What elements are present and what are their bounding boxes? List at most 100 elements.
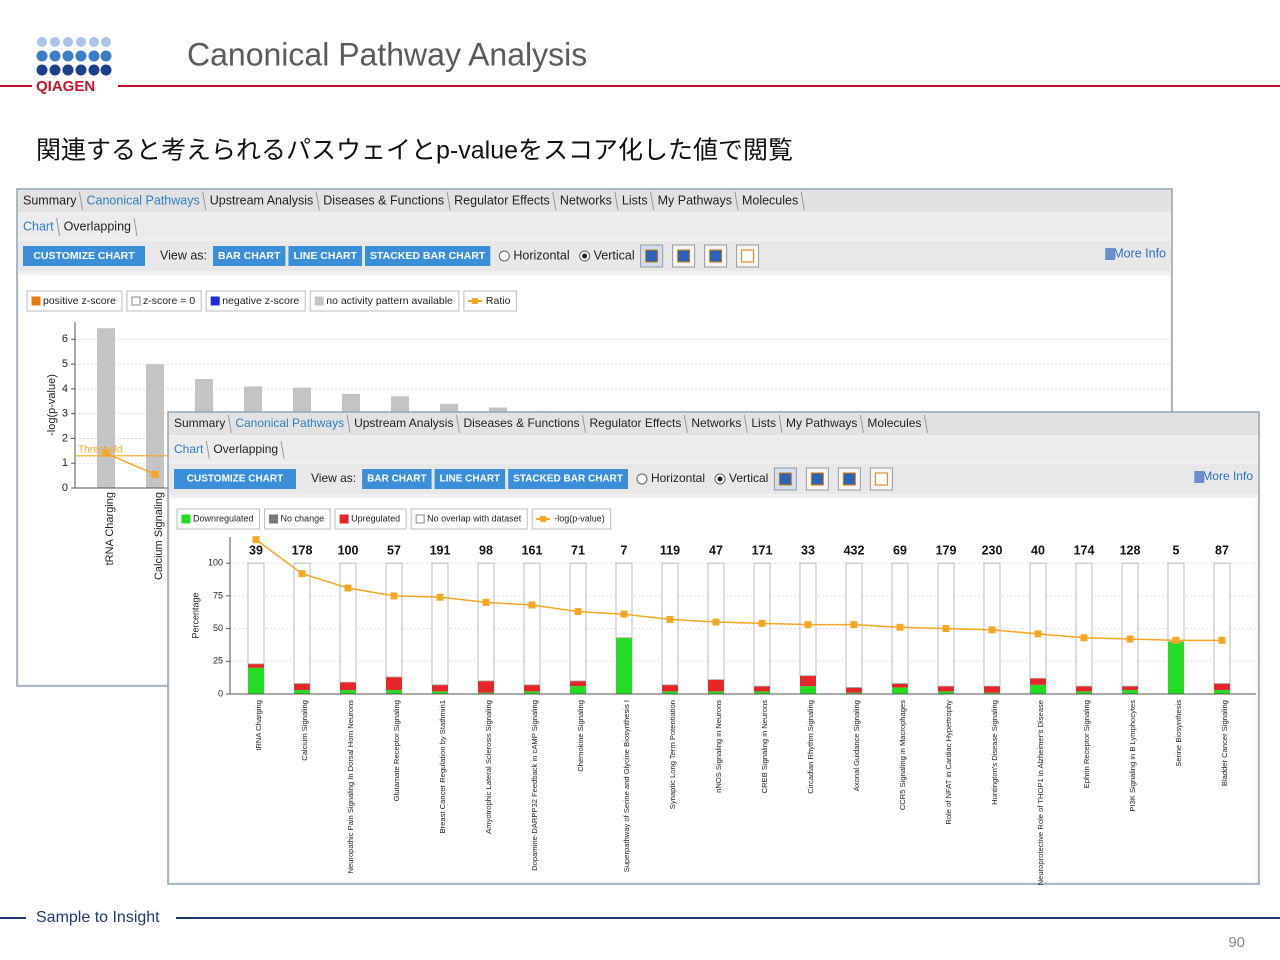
tab[interactable]: Upstream Analysis xyxy=(210,193,314,207)
line-point xyxy=(528,601,536,609)
legend-label: z-score = 0 xyxy=(143,295,195,307)
legend-label: Upregulated xyxy=(351,513,400,523)
tab[interactable]: Summary xyxy=(174,416,225,430)
tab-separator xyxy=(552,191,557,211)
view-button-label[interactable]: BAR CHART xyxy=(367,474,426,485)
view-button[interactable] xyxy=(288,246,363,266)
slide-title: Canonical Pathway Analysis xyxy=(187,36,587,72)
tab[interactable]: Diseases & Functions xyxy=(463,416,579,430)
tab-separator xyxy=(446,191,451,211)
tab[interactable]: Overlapping xyxy=(213,442,278,456)
bar-segment xyxy=(478,680,494,693)
radio-label[interactable]: Vertical xyxy=(729,471,768,485)
bar-segment xyxy=(432,691,448,694)
logo-dots xyxy=(36,37,112,76)
tab-separator xyxy=(280,440,285,460)
tab[interactable]: Molecules xyxy=(867,416,921,430)
count-label: 230 xyxy=(982,543,1003,557)
x-tick-label: tRNA Charging xyxy=(254,700,263,751)
threshold-label: Threshold xyxy=(78,444,122,455)
tab-separator xyxy=(614,191,619,211)
y-tick-label: 3 xyxy=(62,408,68,420)
radio-label[interactable]: Vertical xyxy=(594,248,635,262)
view-button[interactable] xyxy=(213,246,286,266)
tab[interactable]: Chart xyxy=(174,442,204,456)
tab-separator xyxy=(743,414,748,434)
legend-swatch xyxy=(31,296,41,306)
view-as: View as: xyxy=(311,471,356,485)
tab[interactable]: Lists xyxy=(751,416,776,430)
x-tick-label: Calcium Signaling xyxy=(153,492,165,580)
line-point xyxy=(712,618,720,626)
legend-label: Ratio xyxy=(486,295,511,307)
count-label: 178 xyxy=(292,543,313,557)
view-button[interactable] xyxy=(365,246,491,266)
tab[interactable]: Diseases & Functions xyxy=(323,193,444,207)
info-icon xyxy=(1105,248,1116,260)
tab[interactable]: Canonical Pathways xyxy=(235,416,344,430)
bar-segment xyxy=(938,691,954,694)
bar-segment xyxy=(247,562,265,665)
bar-segment xyxy=(892,687,908,694)
x-tick-label: Calcium Signaling xyxy=(300,700,309,761)
tab[interactable]: Summary xyxy=(23,193,77,207)
view-button-label[interactable]: STACKED BAR CHART xyxy=(370,250,486,262)
view-button-label[interactable]: LINE CHART xyxy=(440,474,501,485)
legend-swatch xyxy=(269,514,279,524)
bar-segment xyxy=(477,562,495,682)
toolbar-icon-glyph xyxy=(741,249,755,263)
customize-label[interactable]: CUSTOMIZE CHART xyxy=(187,474,283,485)
subtab-bar xyxy=(18,214,1171,238)
tab[interactable]: Upstream Analysis xyxy=(354,416,453,430)
radio[interactable] xyxy=(498,250,510,262)
more-info[interactable]: More Info xyxy=(1113,246,1166,260)
view-button[interactable] xyxy=(434,469,506,489)
count-label: 5 xyxy=(1173,543,1180,557)
radio[interactable] xyxy=(636,473,648,485)
line-point xyxy=(344,584,352,592)
legend-box xyxy=(463,290,517,312)
x-tick-label: Chemokine Signaling xyxy=(576,700,585,772)
radio-dot xyxy=(717,476,723,482)
bar-segment xyxy=(1029,562,1047,679)
tab[interactable]: Canonical Pathways xyxy=(86,193,199,207)
legend-swatch xyxy=(181,514,191,524)
tab[interactable]: My Pathways xyxy=(786,416,857,430)
x-tick-label: Amyotrophic Lateral Sclerosis Signaling xyxy=(484,700,493,834)
x-tick-label: Bladder Cancer Signaling xyxy=(1220,700,1229,786)
view-button[interactable] xyxy=(508,469,628,489)
tab[interactable]: Networks xyxy=(560,193,612,207)
radio-label[interactable]: Horizontal xyxy=(513,248,569,262)
tab[interactable]: Regulator Effects xyxy=(454,193,550,207)
view-button-label[interactable]: BAR CHART xyxy=(218,250,281,262)
bar-segment xyxy=(616,637,632,694)
customize-button[interactable] xyxy=(174,469,296,489)
customize-label[interactable]: CUSTOMIZE CHART xyxy=(33,250,135,262)
customize-button[interactable] xyxy=(23,246,145,266)
tab-separator xyxy=(923,414,928,434)
bar-segment xyxy=(524,684,540,692)
legend-label: Downregulated xyxy=(193,513,254,523)
tab[interactable]: Networks xyxy=(691,416,741,430)
radio-label[interactable]: Horizontal xyxy=(651,471,705,485)
tab[interactable]: Chart xyxy=(23,219,54,233)
legend-label: no activity pattern available xyxy=(326,295,453,307)
line-point xyxy=(482,598,490,606)
line-point xyxy=(1034,630,1042,638)
tab[interactable]: Molecules xyxy=(742,193,798,207)
bar-segment xyxy=(661,562,679,686)
tab[interactable]: Lists xyxy=(622,193,648,207)
view-button-label[interactable]: LINE CHART xyxy=(293,250,357,262)
tab[interactable]: Overlapping xyxy=(64,219,131,233)
more-info[interactable]: More Info xyxy=(1202,469,1253,483)
bar-segment xyxy=(1168,641,1184,694)
bar-segment xyxy=(846,687,862,693)
tab[interactable]: My Pathways xyxy=(658,193,732,207)
x-tick-label: Synaptic Long Term Potentiation xyxy=(668,700,677,809)
legend-box xyxy=(205,290,306,312)
view-button-label[interactable]: STACKED BAR CHART xyxy=(513,474,623,485)
tab[interactable]: Regulator Effects xyxy=(590,416,682,430)
line-point xyxy=(942,625,950,633)
x-tick-label: Serine Biosynthesis xyxy=(1174,700,1183,767)
view-button[interactable] xyxy=(362,469,432,489)
